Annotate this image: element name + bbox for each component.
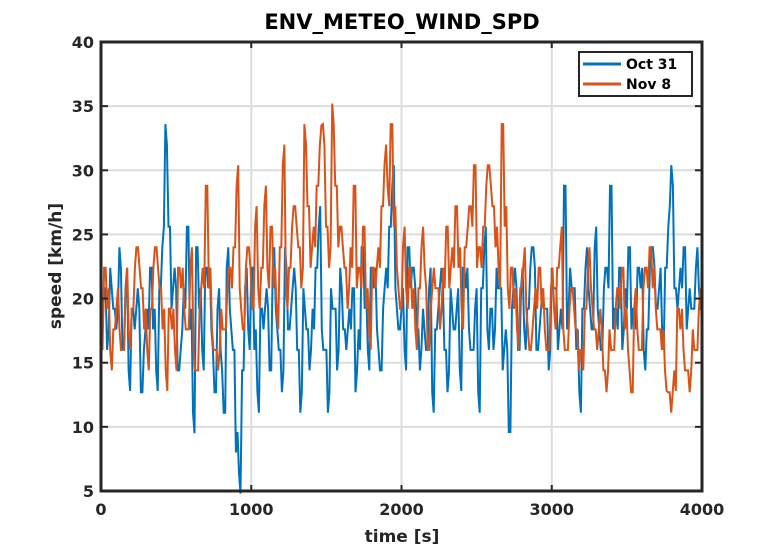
legend-label-oct-31: Oct 31 [626, 57, 677, 73]
legend-label-nov-8: Nov 8 [626, 77, 671, 93]
y-tick-label: 15 [72, 354, 94, 373]
x-tick-label: 3000 [529, 500, 574, 519]
x-tick-label: 0 [95, 500, 106, 519]
y-tick-label: 30 [72, 161, 94, 180]
legend: Oct 31 Nov 8 [578, 51, 693, 97]
chart-title: ENV_METEO_WIND_SPD [264, 10, 539, 34]
y-tick-label: 20 [72, 290, 94, 309]
y-tick-label: 40 [72, 33, 94, 52]
x-axis-label: time [s] [365, 527, 440, 547]
y-tick-label: 10 [72, 418, 94, 437]
y-tick-label: 35 [72, 97, 94, 116]
y-tick-label: 25 [72, 225, 94, 244]
x-tick-label: 1000 [229, 500, 274, 519]
series-line-nov-8 [100, 103, 703, 413]
ticks: 0 1000 2000 3000 4000 5 10 15 20 25 30 35 40 [72, 33, 725, 519]
y-tick-label: 5 [83, 482, 94, 501]
x-tick-label: 2000 [379, 500, 424, 519]
y-axis-label: speed [km/h] [46, 203, 66, 329]
series-group [100, 103, 703, 494]
legend-box [578, 51, 693, 97]
x-tick-label: 4000 [680, 500, 725, 519]
